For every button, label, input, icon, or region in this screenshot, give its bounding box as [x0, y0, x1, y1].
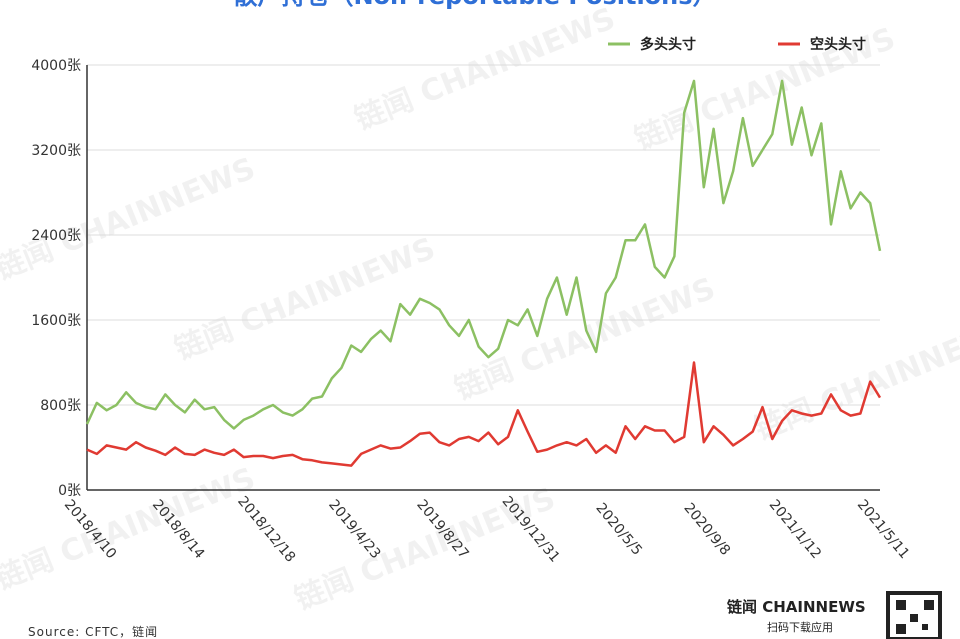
x-tick-label: 2021/5/11	[854, 497, 912, 562]
y-tick-label: 4000张	[31, 58, 81, 74]
brand-tagline: 扫码下载应用	[767, 620, 833, 634]
watermark: 链闻 CHAINNEWS	[450, 271, 720, 407]
watermark: 链闻 CHAINNEWS	[750, 311, 960, 447]
legend-label: 多头头寸	[640, 36, 696, 53]
series-line	[86, 361, 882, 467]
qr-code	[886, 591, 942, 639]
legend-label: 空头头寸	[810, 36, 866, 53]
y-tick-label: 1600张	[31, 313, 81, 329]
x-tick-label: 2019/4/23	[325, 497, 383, 562]
x-tick-label: 2020/9/8	[681, 500, 734, 558]
x-tick-label: 2020/5/5	[592, 500, 645, 558]
watermark: 链闻 CHAINNEWS	[170, 231, 440, 367]
watermark: 链闻 CHAINNEWS	[0, 461, 260, 597]
y-tick-label: 0张	[58, 483, 81, 499]
y-tick-label: 3200张	[31, 143, 81, 159]
watermark: 链闻 CHAINNEWS	[0, 151, 260, 287]
source: Source: CFTC，链闻	[28, 624, 158, 639]
y-tick-label: 2400张	[31, 228, 81, 244]
x-tick-label: 2021/1/12	[766, 497, 824, 562]
y-tick-label: 800张	[40, 398, 81, 414]
chart-title: 散户持仓（Non-reportable Positions）	[233, 0, 716, 10]
brand-name: 链闻 CHAINNEWS	[727, 598, 866, 616]
watermark: 链闻 CHAINNEWS	[350, 1, 620, 137]
series-line	[85, 79, 882, 430]
watermarks: 链闻 CHAINNEWS 链闻 CHAINNEWS 链闻 CHAINNEWS 链…	[0, 1, 960, 617]
x-tick-label: 2018/12/18	[234, 493, 298, 565]
